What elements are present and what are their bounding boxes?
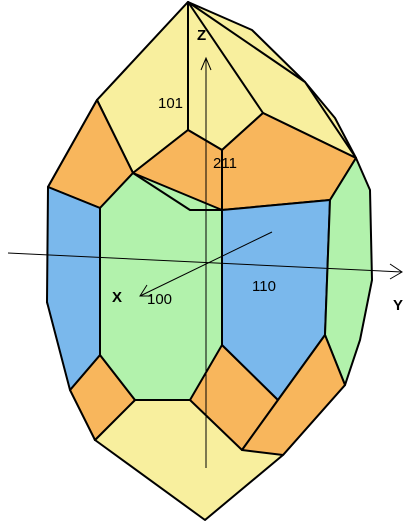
left-prism-face: [46, 186, 101, 391]
y-axis-arrowhead: [389, 263, 403, 280]
face-label-top-pyramid: 101: [158, 95, 183, 112]
face-label-right-prism: 110: [252, 278, 276, 295]
y-axis-line: [7, 252, 403, 273]
face-label-orange-top: 211: [213, 155, 237, 172]
x-axis-label: X: [112, 289, 122, 306]
front-prism-face: [99, 172, 223, 401]
z-axis-label: Z: [197, 27, 206, 44]
orange-face-lower-far-right: [241, 334, 346, 456]
y-axis-label: Y: [393, 297, 403, 314]
x-axis-line: [139, 231, 273, 297]
z-axis-arrowhead: [200, 56, 212, 71]
x-axis-arrowhead: [139, 284, 152, 297]
face-label-front-prism: 100: [147, 291, 172, 308]
